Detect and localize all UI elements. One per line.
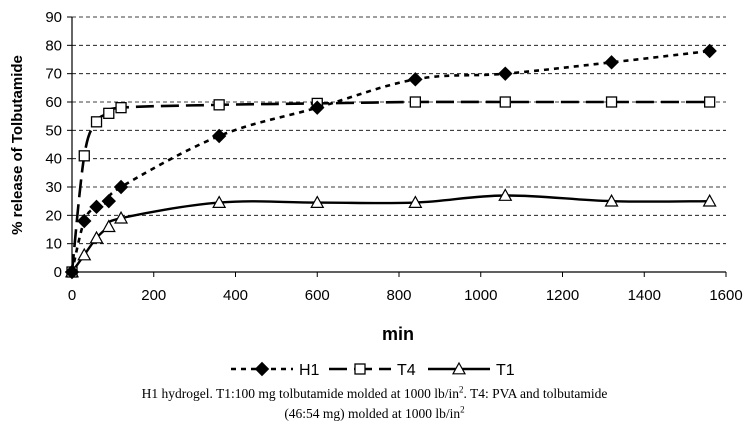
point-H1-360: [211, 128, 227, 144]
legend-label-T1: T1: [496, 362, 515, 379]
point-T1-360: [212, 195, 227, 208]
x-tick-labels: 0 200 400 600 800 1000 1200 1400 1600: [68, 287, 743, 304]
point-T4-840: [409, 96, 422, 108]
point-H1-90: [101, 193, 116, 209]
legend-marker-H1: [254, 361, 270, 377]
series-T1: [64, 188, 717, 278]
point-T1-840: [408, 195, 423, 208]
point-H1-840: [408, 72, 423, 87]
point-T1-1560: [702, 193, 717, 207]
legend-marker-T1: [451, 361, 467, 375]
point-T4-1320: [605, 96, 618, 108]
series-line-T4: [70, 100, 710, 273]
point-T4-90: [103, 107, 115, 119]
x-tick-label-200: 200: [141, 287, 166, 304]
point-H1-1320: [604, 55, 619, 70]
point-T1-1060: [498, 188, 513, 201]
legend-label-T4: T4: [397, 362, 416, 379]
legend: H1 T4 T1: [231, 361, 515, 379]
series-line-H1: [70, 49, 710, 273]
x-axis-title: min: [382, 324, 414, 344]
point-T1-120: [114, 210, 129, 224]
y-tick-label-40: 40: [45, 151, 62, 168]
point-H1-120: [113, 179, 129, 195]
caption-line-2-superscript: 2: [460, 404, 465, 415]
figure-caption: H1 hydrogel. T1:100 mg tolbutamide molde…: [0, 384, 749, 424]
y-axis-title: % release of Tolbutamide: [9, 55, 26, 235]
point-T4-30: [78, 150, 90, 162]
x-tick-label-1400: 1400: [628, 287, 661, 304]
point-T4-360: [213, 99, 225, 111]
series-H1: [64, 43, 717, 280]
point-T4-1560: [704, 96, 716, 108]
point-T4-1060: [499, 96, 511, 108]
caption-line-2: (46:54 mg) molded at 1000 lb/in2: [0, 404, 749, 424]
legend-label-H1: H1: [299, 362, 320, 379]
series-line-T1: [71, 194, 710, 273]
caption-line-1-tail: . T4: PVA and tolbutamide: [463, 386, 608, 401]
point-H1-600: [310, 100, 325, 115]
series-layer: [64, 43, 717, 280]
y-tick-label-70: 70: [45, 66, 62, 83]
point-H1-1060: [498, 66, 513, 81]
x-tick-label-0: 0: [68, 287, 76, 304]
y-tick-label-60: 60: [45, 94, 62, 111]
x-tick-label-400: 400: [223, 287, 248, 304]
axes: [67, 16, 727, 277]
y-tick-label-0: 0: [54, 264, 62, 281]
caption-line-1-superscript: 2: [458, 384, 464, 395]
y-tick-label-90: 90: [45, 9, 62, 26]
y-tick-label-20: 20: [45, 207, 62, 224]
caption-line-1-text: H1 hydrogel. T1:100 mg tolbutamide molde…: [141, 386, 459, 401]
point-T4-120: [115, 102, 127, 114]
y-tick-label-30: 30: [45, 179, 62, 196]
x-tick-label-800: 800: [386, 287, 411, 304]
point-T1-60: [89, 230, 104, 244]
x-tick-label-600: 600: [305, 287, 330, 304]
release-chart: 0 200 400 600 800 1000 1200 1400 1600 0 10 20 30 40 5…: [9, 9, 743, 379]
point-T1-30: [77, 247, 92, 261]
y-tick-label-50: 50: [45, 122, 62, 139]
y-tick-labels: 0 10 20 30 40 50 60 70 80 90: [45, 9, 62, 281]
point-H1-0: [64, 264, 80, 280]
x-tick-label-1600: 1600: [709, 287, 742, 304]
legend-marker-T4: [354, 363, 366, 375]
point-T1-90: [101, 219, 116, 233]
point-T4-60: [90, 116, 103, 128]
point-T1-1320: [604, 193, 619, 207]
point-H1-60: [89, 199, 104, 215]
x-tick-label-1000: 1000: [464, 287, 497, 304]
caption-line-2-text: (46:54 mg) molded at 1000 lb/in: [284, 406, 461, 421]
point-H1-1560: [702, 43, 717, 59]
caption-line-1: H1 hydrogel. T1:100 mg tolbutamide molde…: [0, 384, 749, 404]
y-tick-label-80: 80: [45, 37, 62, 54]
gridlines: [72, 16, 726, 245]
point-H1-30: [77, 213, 92, 229]
x-tick-label-1200: 1200: [546, 287, 579, 304]
y-tick-label-10: 10: [45, 236, 62, 253]
point-T1-600: [310, 195, 325, 208]
